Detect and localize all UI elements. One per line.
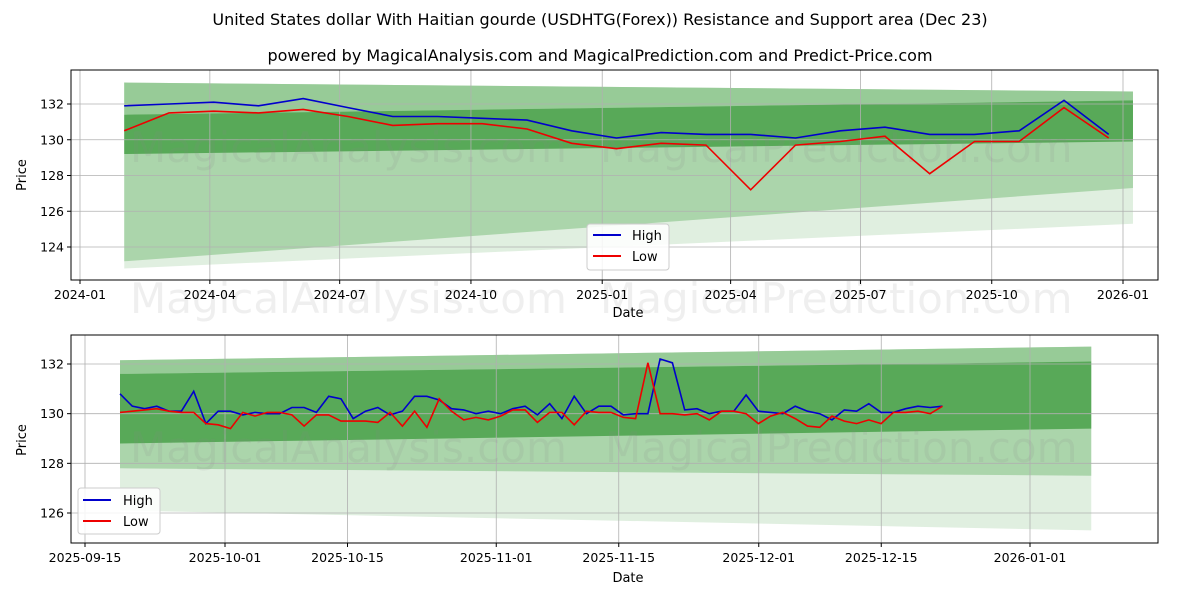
y-tick-label: 124 — [40, 240, 64, 255]
watermark: MagicalAnalysis.com — [130, 274, 567, 323]
y-tick-label: 132 — [40, 97, 64, 112]
top-y-axis-label: Price — [15, 159, 30, 191]
x-tick-label: 2026-01 — [1097, 287, 1149, 302]
x-tick-label: 2025-07 — [834, 287, 886, 302]
watermark: MagicalPrediction.com — [600, 123, 1073, 172]
y-tick-label: 128 — [40, 456, 64, 471]
x-tick-label: 2025-11-15 — [582, 550, 655, 565]
x-tick-label: 2025-10-15 — [311, 550, 384, 565]
y-tick-label: 128 — [40, 168, 64, 183]
watermark: MagicalAnalysis.com — [130, 123, 567, 172]
x-tick-label: 2025-11-01 — [460, 550, 533, 565]
bottom-low-line — [119, 362, 943, 430]
chart-title: United States dollar With Haitian gourde… — [212, 10, 988, 29]
bottom-axis-ticks: 126 128 130 132 2025-09-15 2025-10-01 2025-10-… — [40, 357, 1066, 566]
y-tick-label: 126 — [40, 204, 64, 219]
x-tick-label: 2025-09-15 — [49, 550, 122, 565]
x-tick-label: 2026-01-01 — [994, 550, 1067, 565]
watermark: MagicalAnalysis.com — [130, 423, 567, 472]
bottom-legend: High Low — [77, 487, 161, 535]
x-tick-label: 2025-10-01 — [189, 550, 262, 565]
watermark: MagicalPrediction.com — [605, 423, 1078, 472]
bottom-support-resistance-bands — [120, 346, 1092, 531]
bottom-high-line — [119, 357, 943, 426]
x-tick-label: 2025-04 — [705, 287, 757, 302]
x-tick-label: 2024-04 — [184, 287, 236, 302]
bottom-y-axis-label: Price — [15, 424, 30, 456]
core-range-band — [120, 361, 1092, 444]
x-tick-label: 2025-10 — [966, 287, 1018, 302]
bottom-chart: MagicalAnalysis.com MagicalPrediction.co… — [15, 334, 1159, 586]
y-tick-label: 132 — [40, 357, 64, 372]
legend-high-label: High — [632, 229, 662, 244]
y-tick-label: 130 — [40, 132, 64, 147]
x-tick-label: 2024-10 — [445, 287, 497, 302]
x-tick-label: 2025-12-15 — [845, 550, 918, 565]
top-x-axis-label: Date — [612, 306, 643, 321]
top-high-line — [124, 97, 1110, 139]
top-legend: High Low — [586, 223, 670, 271]
watermark: MagicalPrediction.com — [600, 274, 1073, 323]
x-tick-label: 2025-12-01 — [722, 550, 795, 565]
top-low-line — [123, 106, 1110, 191]
bottom-x-axis-label: Date — [612, 571, 643, 586]
legend-high-label: High — [123, 494, 153, 509]
legend-low-label: Low — [123, 515, 149, 530]
x-tick-label: 2025-01 — [576, 287, 628, 302]
top-axis-ticks: 124 126 128 130 132 2024-01 2024-04 2024-07 2024… — [40, 97, 1149, 303]
y-tick-label: 130 — [40, 406, 64, 421]
resistance-band — [124, 82, 1133, 115]
x-tick-label: 2024-07 — [314, 287, 366, 302]
bottom-axes-frame — [70, 334, 1159, 544]
x-tick-label: 2024-01 — [54, 287, 106, 302]
chart-subtitle: powered by MagicalAnalysis.com and Magic… — [267, 46, 933, 65]
legend-low-label: Low — [632, 250, 658, 265]
y-tick-label: 126 — [40, 506, 64, 521]
resistance-band — [120, 346, 1092, 374]
top-chart: MagicalAnalysis.com MagicalPrediction.co… — [15, 69, 1159, 323]
